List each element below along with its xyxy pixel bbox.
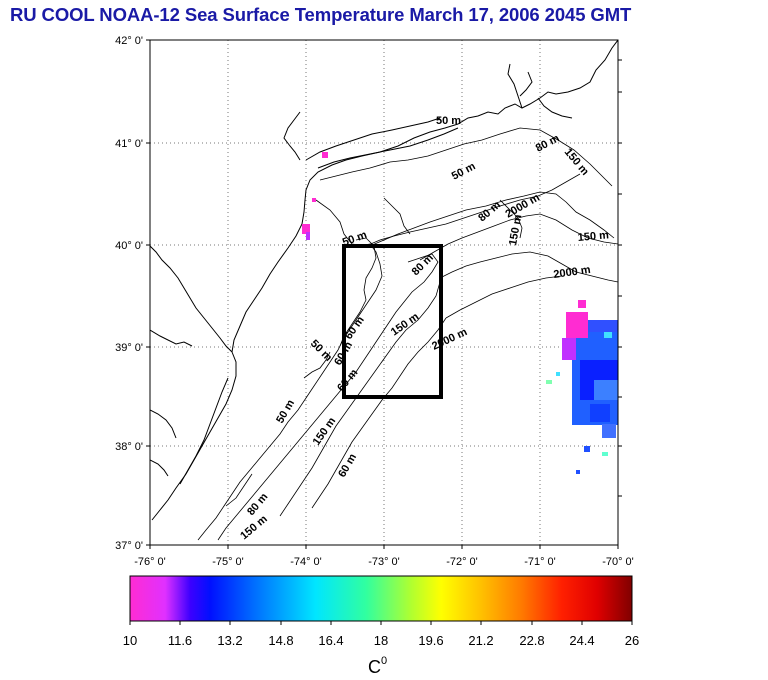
contour-label: 50 m	[274, 398, 297, 426]
longitude-labels: -76° 0' -75° 0' -74° 0' -73° 0' -72° 0' …	[134, 556, 634, 568]
lat-label: 38° 0'	[115, 441, 143, 453]
contour-label: 50 m	[308, 338, 334, 364]
colorbar-tick-label: 11.6	[168, 633, 192, 648]
contour-label: 2000 m	[430, 326, 469, 353]
lon-label: -71° 0'	[524, 556, 556, 568]
lat-label: 37° 0'	[115, 540, 143, 552]
sst-satellite-data	[302, 152, 618, 474]
lon-label: -75° 0'	[212, 556, 244, 568]
colorbar-tick-label: 10	[123, 633, 137, 648]
contour-label: 80 m	[410, 252, 436, 278]
lon-label: -72° 0'	[446, 556, 478, 568]
colorbar-tick-label: 22.8	[519, 633, 544, 648]
lat-label: 40° 0'	[115, 240, 143, 252]
bathymetry-contours	[197, 127, 618, 541]
colorbar-tick-label: 13.2	[217, 633, 242, 648]
contour-label: 150 m	[311, 415, 339, 448]
contour-label: 60 m	[332, 340, 355, 368]
colorbar-tick-label: 24.4	[569, 633, 594, 648]
gridlines	[150, 40, 618, 545]
contour-label: 80 m	[534, 132, 562, 154]
contour-label: 150 m	[562, 146, 591, 178]
latitude-labels: 42° 0' 41° 0' 40° 0' 39° 0' 38° 0' 37° 0…	[115, 35, 143, 552]
contour-label: 50 m	[436, 115, 461, 127]
lat-label: 39° 0'	[115, 342, 143, 354]
colorbar-tick-label: 19.6	[418, 633, 443, 648]
colorbar-tick-label: 26	[625, 633, 639, 648]
contour-label: 60 m	[343, 314, 367, 342]
colorbar-unit-superscript: 0	[381, 655, 387, 667]
contour-labels: 50 m 50 m 50 m 50 m 50 m 80 m 80 m 80 m …	[238, 115, 609, 542]
colorbar-ticks	[129, 621, 633, 625]
study-area-box	[342, 244, 443, 399]
lon-label: -74° 0'	[290, 556, 322, 568]
map-title: RU COOL NOAA-12 Sea Surface Temperature …	[10, 4, 632, 25]
colorbar-tick-label: 14.8	[268, 633, 293, 648]
frame-ticks	[146, 39, 622, 549]
colorbar: 10 11.6 13.2 14.8 16.4 18 19.6 21.2 22.8…	[123, 575, 639, 677]
colorbar-tick-label: 18	[374, 633, 388, 648]
lat-label: 42° 0'	[115, 35, 143, 47]
lon-label: -76° 0'	[134, 556, 166, 568]
contour-label: 60 m	[336, 452, 359, 480]
contour-label: 80 m	[476, 199, 503, 224]
contour-label: 2000 m	[553, 264, 592, 281]
contour-label: 150 m	[577, 229, 609, 244]
colorbar-tick-label: 16.4	[318, 633, 343, 648]
colorbar-tick-label: 21.2	[468, 633, 493, 648]
contour-label: 50 m	[450, 160, 478, 182]
lat-label: 41° 0'	[115, 138, 143, 150]
coastline	[150, 40, 618, 521]
lon-label: -70° 0'	[602, 556, 634, 568]
colorbar-unit: C	[368, 657, 381, 677]
contour-label: 80 m	[245, 491, 270, 518]
colorbar-gradient	[129, 575, 633, 622]
lon-label: -73° 0'	[368, 556, 400, 568]
contour-label: 150 m	[507, 214, 524, 247]
